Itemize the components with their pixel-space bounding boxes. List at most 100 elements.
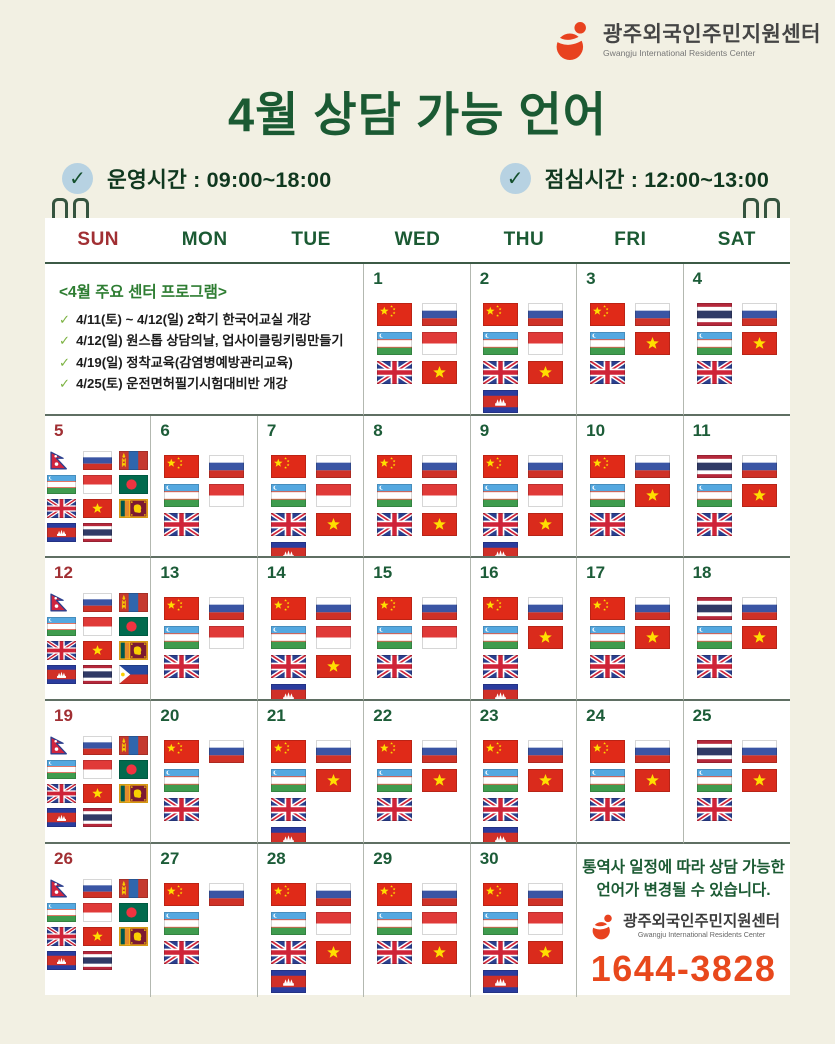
flag-indonesia-icon: [315, 912, 351, 935]
flag-thailand-icon: [696, 740, 732, 763]
center-name-ko: 광주외국인주민지원센터: [623, 912, 780, 930]
day-flags: [45, 451, 150, 542]
flag-russia-icon: [83, 736, 113, 755]
flag-united-kingdom-icon: [696, 655, 732, 678]
flag-united-kingdom-icon: [589, 798, 625, 821]
day-cell-16: 16: [470, 558, 578, 701]
flag-china-icon: [164, 597, 200, 620]
flag-thailand-icon: [83, 523, 113, 542]
flag-china-icon: [270, 740, 306, 763]
flag-uzbekistan-icon: [270, 484, 306, 507]
flag-vietnam-icon: [528, 769, 564, 792]
day-number: 20: [160, 706, 180, 725]
flag-russia-icon: [421, 455, 457, 478]
day-number: 28: [266, 849, 286, 868]
flag-united-kingdom-icon: [696, 513, 732, 536]
day-cell-7: 7: [257, 416, 365, 558]
ring-icon: [73, 198, 89, 218]
flag-indonesia-icon: [421, 912, 457, 935]
flag-thailand-icon: [83, 951, 113, 970]
ring-icon: [52, 198, 68, 218]
day-flags: [258, 740, 363, 842]
flag-russia-icon: [315, 455, 351, 478]
flag-uzbekistan-icon: [164, 769, 200, 792]
flag-russia-icon: [528, 597, 564, 620]
flag-indonesia-icon: [83, 475, 113, 494]
check-icon: ✓: [59, 354, 71, 370]
flag-vietnam-icon: [315, 941, 351, 964]
flag-russia-icon: [634, 455, 670, 478]
lunch-hours-badge: ✓ 점심시간 : 12:00~13:00: [499, 163, 769, 194]
program-note-item: ✓ 4/12(일) 원스톱 상담의날, 업사이클링키링만들기: [59, 330, 355, 351]
phone-number: 1644-3828: [590, 947, 777, 989]
flag-cambodia-icon: [483, 542, 519, 556]
flag-mongolia-icon: [119, 736, 149, 755]
flag-united-kingdom-icon: [164, 941, 200, 964]
header-logo: 광주외국인주민지원센터 Gwangju International Reside…: [548, 18, 821, 64]
flag-indonesia-icon: [528, 912, 564, 935]
ring-icon: [743, 198, 759, 218]
flag-russia-icon: [83, 451, 113, 470]
day-number: 29: [373, 849, 393, 868]
flag-uzbekistan-icon: [47, 617, 77, 636]
flag-vietnam-icon: [528, 941, 564, 964]
flag-vietnam-icon: [528, 626, 564, 649]
day-number: 5: [54, 421, 64, 440]
day-flags: [151, 597, 256, 678]
flag-cambodia-icon: [483, 684, 519, 699]
ring-icon: [764, 198, 780, 218]
day-flags: [684, 597, 790, 678]
schedule-notice: 통역사 일정에 따라 상담 가능한 언어가 변경될 수 있습니다. 광주외국인주…: [577, 844, 790, 997]
day-cell-21: 21: [257, 701, 365, 844]
flag-china-icon: [483, 740, 519, 763]
flag-uzbekistan-icon: [589, 484, 625, 507]
flag-indonesia-icon: [315, 626, 351, 649]
day-flags: [151, 883, 256, 964]
flag-united-kingdom-icon: [47, 499, 77, 518]
flag-uzbekistan-icon: [483, 484, 519, 507]
flag-russia-icon: [315, 883, 351, 906]
day-flags: [258, 597, 363, 699]
day-flags: [577, 303, 682, 384]
flag-uzbekistan-icon: [47, 475, 77, 494]
flag-indonesia-icon: [83, 617, 113, 636]
flag-vietnam-icon: [634, 626, 670, 649]
flag-china-icon: [376, 455, 412, 478]
flag-cambodia-icon: [270, 827, 306, 842]
day-flags: [684, 303, 790, 384]
flag-united-kingdom-icon: [270, 798, 306, 821]
flag-mongolia-icon: [119, 879, 149, 898]
weekday-mon: MON: [181, 229, 228, 250]
day-cell-3: 3: [577, 264, 684, 416]
lunch-hours-label: 점심시간 : 12:00~13:00: [544, 168, 769, 192]
day-flags: [151, 740, 256, 821]
flag-uzbekistan-icon: [376, 332, 412, 355]
program-note-text: 4/11(토) ~ 4/12(일) 2학기 한국어교실 개강: [76, 312, 312, 327]
weekday-sun: SUN: [77, 229, 120, 250]
day-number: 14: [266, 563, 286, 582]
flag-uzbekistan-icon: [376, 769, 412, 792]
day-flags: [471, 303, 576, 413]
day-flags: [471, 455, 576, 556]
day-flags: [364, 883, 469, 964]
flag-russia-icon: [209, 597, 245, 620]
day-cell-28: 28: [258, 844, 365, 997]
flag-china-icon: [376, 740, 412, 763]
flag-china-icon: [270, 597, 306, 620]
day-number: 10: [586, 421, 606, 440]
operating-hours-label: 운영시간 : 09:00~18:00: [107, 168, 332, 192]
flag-vietnam-icon: [421, 361, 457, 384]
flag-china-icon: [270, 883, 306, 906]
info-row: ✓ 운영시간 : 09:00~18:00 ✓ 점심시간 : 12:00~13:0…: [62, 163, 769, 194]
flag-bangladesh-icon: [119, 475, 149, 494]
flag-united-kingdom-icon: [696, 361, 732, 384]
day-number: 6: [160, 421, 170, 440]
flag-bangladesh-icon: [119, 760, 149, 779]
day-number: 22: [373, 706, 393, 725]
flag-china-icon: [589, 597, 625, 620]
day-number: 16: [479, 563, 499, 582]
flag-china-icon: [270, 455, 306, 478]
day-flags: [45, 593, 150, 684]
day-cell-12: 12: [45, 558, 152, 701]
day-flags: [364, 455, 469, 536]
